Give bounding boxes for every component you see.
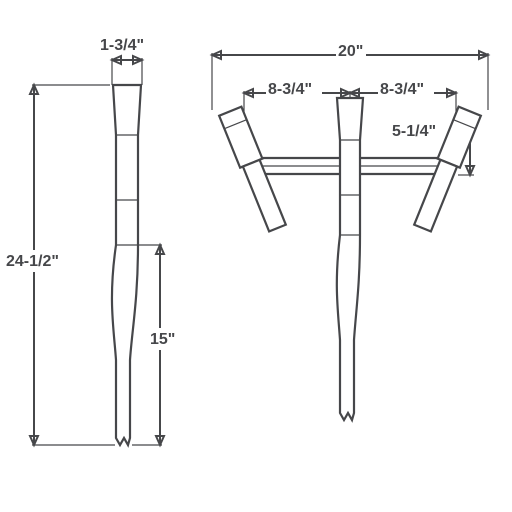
center-tube xyxy=(337,98,363,420)
svg-text:24-1/2": 24-1/2" xyxy=(6,253,59,270)
svg-text:5-1/4": 5-1/4" xyxy=(392,123,436,140)
dim-span-left: 8-3/4" xyxy=(244,78,350,120)
svg-text:8-3/4": 8-3/4" xyxy=(380,81,424,98)
svg-text:1-3/4": 1-3/4" xyxy=(100,37,144,54)
dim-top-small: 1-3/4" xyxy=(100,37,144,85)
svg-text:8-3/4": 8-3/4" xyxy=(268,81,312,98)
side-tube xyxy=(112,85,141,445)
dim-lower-height: 15" xyxy=(132,245,182,445)
dim-span-right: 8-3/4" xyxy=(350,78,456,120)
dim-overall-height: 24-1/2" xyxy=(4,85,115,445)
svg-text:20": 20" xyxy=(338,43,363,60)
svg-text:15": 15" xyxy=(150,331,175,348)
